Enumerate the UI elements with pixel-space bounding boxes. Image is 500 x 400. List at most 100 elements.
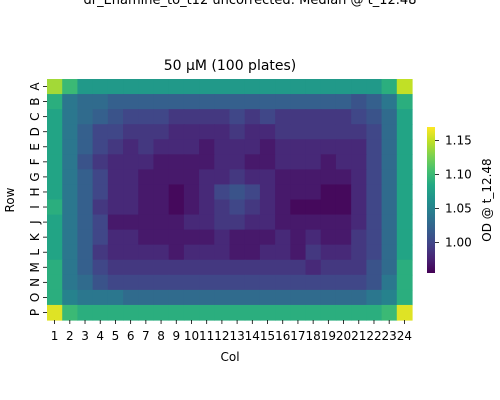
heatmap-cell xyxy=(183,139,200,155)
heatmap-cell xyxy=(259,229,276,246)
heatmap-cell xyxy=(366,214,383,231)
heatmap-cell xyxy=(396,304,413,321)
heatmap-cell xyxy=(229,79,246,95)
y-axis-label: Row xyxy=(3,187,17,212)
heatmap-cell xyxy=(335,184,352,201)
heatmap-cell xyxy=(62,244,79,261)
heatmap-cell xyxy=(183,94,200,110)
heatmap-cell xyxy=(138,304,155,321)
heatmap-cell xyxy=(305,229,322,246)
heatmap-cell xyxy=(229,244,246,261)
heatmap-cell xyxy=(259,304,276,321)
heatmap-cell xyxy=(335,304,352,321)
heatmap-cell xyxy=(381,244,398,261)
heatmap-cell xyxy=(305,289,322,306)
heatmap-cell xyxy=(153,139,170,155)
heatmap-cell xyxy=(168,304,185,321)
heatmap-cell xyxy=(123,274,139,291)
heatmap-cell xyxy=(77,184,94,201)
heatmap-cell xyxy=(381,109,398,125)
heatmap-cell xyxy=(62,79,79,95)
x-tick-label: 20 xyxy=(336,329,351,343)
heatmap-cell xyxy=(153,184,170,201)
heatmap-cell xyxy=(290,169,307,186)
heatmap-cell xyxy=(275,274,291,291)
heatmap-cell xyxy=(183,184,200,201)
heatmap-cell xyxy=(320,184,337,201)
heatmap-cell xyxy=(168,289,185,306)
heatmap-cell xyxy=(47,304,63,321)
heatmap-cell xyxy=(335,259,352,276)
heatmap-cell xyxy=(62,259,79,276)
heatmap-cell xyxy=(244,184,261,201)
heatmap-cell xyxy=(290,274,307,291)
heatmap-cell xyxy=(183,124,200,140)
heatmap-cell xyxy=(107,199,124,216)
heatmap-cell xyxy=(123,199,139,216)
x-tick-label: 13 xyxy=(229,329,244,343)
heatmap-cell xyxy=(92,244,109,261)
heatmap-cell xyxy=(92,139,109,155)
y-tick-label: K xyxy=(28,232,42,241)
heatmap-cell xyxy=(168,109,185,125)
heatmap-cell xyxy=(77,229,94,246)
heatmap-cell xyxy=(77,304,94,321)
heatmap-cell xyxy=(123,169,139,186)
heatmap-cell xyxy=(396,289,413,306)
heatmap-cell xyxy=(305,274,322,291)
heatmap-cell xyxy=(153,244,170,261)
heatmap-cell xyxy=(290,139,307,155)
heatmap-cell xyxy=(92,304,109,321)
heatmap-cell xyxy=(199,154,215,170)
heatmap-cell xyxy=(77,169,94,186)
heatmap-cell xyxy=(199,304,215,321)
x-tick-label: 22 xyxy=(366,329,381,343)
heatmap-cell xyxy=(214,244,231,261)
heatmap-cell xyxy=(320,94,337,110)
heatmap-cell xyxy=(77,94,94,110)
heatmap-cell xyxy=(92,124,109,140)
heatmap-cell xyxy=(396,199,413,216)
heatmap-cell xyxy=(335,169,352,186)
heatmap-cell xyxy=(351,79,367,95)
heatmap-cell xyxy=(168,199,185,216)
heatmap-cell xyxy=(229,184,246,201)
heatmap-cell xyxy=(259,94,276,110)
heatmap-cell xyxy=(199,199,215,216)
heatmap-cell xyxy=(92,109,109,125)
heatmap-cell xyxy=(396,214,413,231)
heatmap-cell xyxy=(62,289,79,306)
heatmap-cell xyxy=(290,304,307,321)
x-tick-label: 16 xyxy=(275,329,290,343)
y-tick-label: B xyxy=(28,97,42,105)
heatmap-cell xyxy=(153,289,170,306)
heatmap-cell xyxy=(199,139,215,155)
heatmap-cell xyxy=(153,169,170,186)
y-tick-label: I xyxy=(28,205,42,209)
heatmap-cell xyxy=(320,304,337,321)
heatmap-cell xyxy=(47,94,63,110)
heatmap-cell xyxy=(335,139,352,155)
heatmap-cell xyxy=(275,214,291,231)
heatmap-cell xyxy=(335,289,352,306)
heatmap-cell xyxy=(290,244,307,261)
heatmap-cell xyxy=(47,109,63,125)
heatmap-cell xyxy=(153,259,170,276)
y-tick-label: L xyxy=(28,249,42,256)
x-tick-label: 3 xyxy=(81,329,89,343)
heatmap-cell xyxy=(123,184,139,201)
colorbar xyxy=(427,127,435,273)
heatmap-cell xyxy=(92,79,109,95)
heatmap-cell xyxy=(320,139,337,155)
heatmap-cell xyxy=(153,109,170,125)
heatmap-cell xyxy=(229,214,246,231)
colorbar-tick-label: 1.10 xyxy=(445,168,472,182)
heatmap-cell xyxy=(92,289,109,306)
heatmap-cell xyxy=(47,139,63,155)
heatmap-cell xyxy=(259,124,276,140)
heatmap-cell xyxy=(123,214,139,231)
heatmap-cell xyxy=(259,79,276,95)
heatmap-cell xyxy=(62,274,79,291)
heatmap-cell xyxy=(168,94,185,110)
